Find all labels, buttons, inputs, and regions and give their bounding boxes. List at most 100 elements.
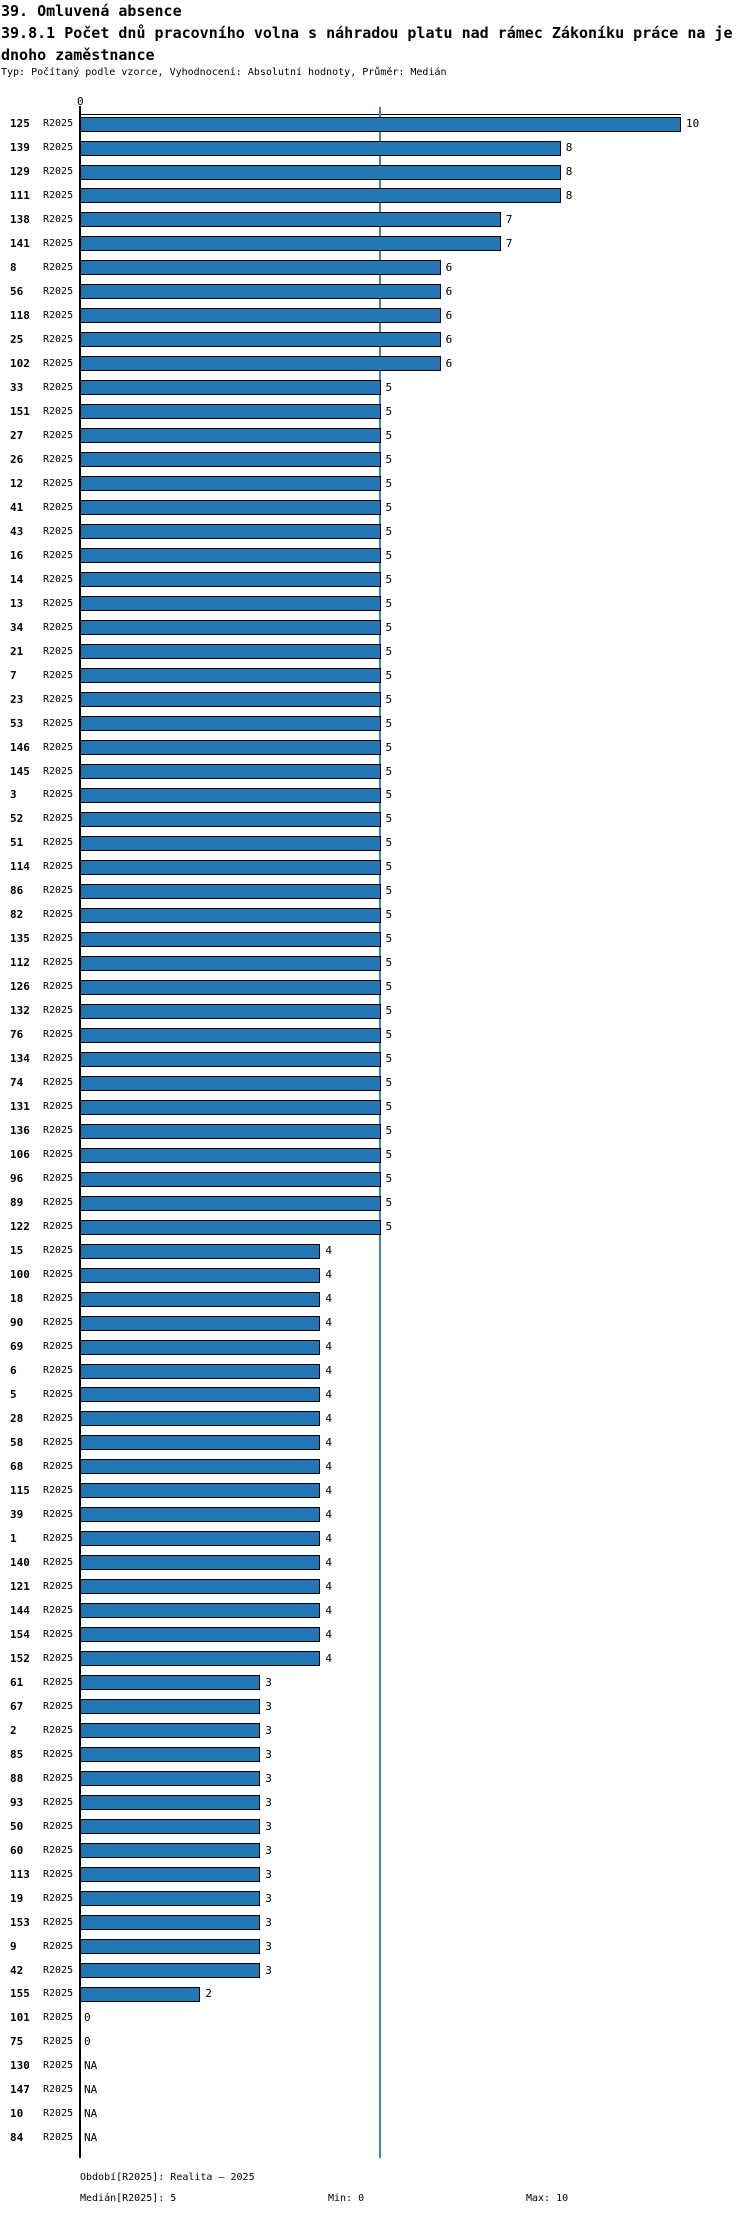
row-period-label: R2025 xyxy=(43,1652,74,1664)
bar xyxy=(80,452,381,468)
bar-value-label: 4 xyxy=(325,1387,333,1401)
row-id-label: 140 xyxy=(10,1555,30,1569)
row-period-label: R2025 xyxy=(43,1796,74,1808)
chart-meta-subtitle: Typ: Počítaný podle vzorce, Vyhodnocení:… xyxy=(1,67,447,78)
bar-row: 147 R2025 NA xyxy=(0,2078,750,2102)
bar-row: 67 R2025 3 xyxy=(0,1695,750,1719)
row-period-label: R2025 xyxy=(43,1988,74,2000)
bar-row: 25 R2025 6 xyxy=(0,328,750,352)
bar-value-label: 4 xyxy=(325,1579,333,1593)
bar-row: 111 R2025 8 xyxy=(0,184,750,208)
row-id-label: 145 xyxy=(10,764,30,778)
bar xyxy=(80,1171,381,1187)
row-id-label: 111 xyxy=(10,188,30,202)
bar xyxy=(80,1963,261,1978)
row-period-label: R2025 xyxy=(43,405,74,417)
bar-row: 126 R2025 5 xyxy=(0,975,750,999)
row-id-label: 67 xyxy=(10,1699,24,1713)
bar-value-label: 2 xyxy=(205,1987,212,2001)
row-id-label: 93 xyxy=(10,1795,24,1809)
row-id-label: 13 xyxy=(10,596,24,610)
bar-value-label: 4 xyxy=(325,1651,333,1665)
indicator-title-line-1: 39.8.1 Počet dnů pracovního volna s náhr… xyxy=(1,24,733,42)
bar-row: 26 R2025 5 xyxy=(0,448,750,472)
bar-row: 18 R2025 4 xyxy=(0,1287,750,1311)
row-period-label: R2025 xyxy=(43,1820,74,1832)
bar xyxy=(80,1651,321,1667)
row-id-label: 134 xyxy=(10,1052,30,1066)
bar-value-label: 3 xyxy=(265,1723,272,1737)
row-id-label: 135 xyxy=(10,932,30,946)
bar-row: 39 R2025 4 xyxy=(0,1503,750,1527)
bar-value-label: 5 xyxy=(385,596,393,610)
row-id-label: 121 xyxy=(10,1579,30,1593)
bar xyxy=(80,236,501,252)
row-id-label: 89 xyxy=(10,1196,24,1210)
bar-row: 118 R2025 6 xyxy=(0,304,750,328)
bar xyxy=(80,1843,261,1859)
bar xyxy=(80,1315,321,1331)
row-id-label: 53 xyxy=(10,716,24,730)
bar-value-label: 4 xyxy=(325,1268,333,1281)
bar-row: 130 R2025 NA xyxy=(0,2054,750,2078)
footer-median-label: Medián[R2025]: 5 xyxy=(80,2193,177,2204)
row-id-label: 114 xyxy=(10,860,30,874)
bar xyxy=(80,1699,261,1715)
row-period-label: R2025 xyxy=(43,1556,74,1568)
bar-row: 9 R2025 3 xyxy=(0,1935,750,1959)
bar-row: 86 R2025 5 xyxy=(0,879,750,903)
bar xyxy=(80,931,381,947)
row-id-label: 139 xyxy=(10,141,30,154)
bar xyxy=(80,1363,321,1379)
row-id-label: 34 xyxy=(10,620,24,634)
bar xyxy=(80,308,441,324)
row-period-label: R2025 xyxy=(43,597,74,609)
bar-value-label: 5 xyxy=(385,500,393,514)
bar-value-label: 3 xyxy=(265,1867,272,1881)
row-period-label: R2025 xyxy=(43,2060,74,2072)
bar-value-label: 8 xyxy=(565,141,573,154)
row-id-label: 144 xyxy=(10,1603,30,1617)
row-period-label: R2025 xyxy=(43,142,74,153)
bar-value-label: 5 xyxy=(385,428,393,442)
row-id-label: 147 xyxy=(10,2083,30,2097)
row-period-label: R2025 xyxy=(43,2108,74,2120)
bar xyxy=(80,740,381,755)
row-id-label: 7 xyxy=(10,668,17,682)
bar-value-label: NA xyxy=(84,2083,98,2097)
row-period-label: R2025 xyxy=(43,669,74,681)
bar xyxy=(80,1555,321,1571)
bar xyxy=(80,1267,321,1283)
bar-value-label: 3 xyxy=(265,1843,272,1857)
row-id-label: 152 xyxy=(10,1651,30,1665)
bar xyxy=(80,1747,261,1763)
bar-row: 89 R2025 5 xyxy=(0,1191,750,1215)
row-id-label: 68 xyxy=(10,1459,24,1473)
bar-value-label: 5 xyxy=(385,1124,393,1138)
row-id-label: 23 xyxy=(10,692,24,706)
row-period-label: R2025 xyxy=(43,717,74,729)
row-id-label: 84 xyxy=(10,2131,24,2145)
row-period-label: R2025 xyxy=(43,573,74,585)
bar-value-label: 8 xyxy=(565,165,573,178)
bar-value-label: 5 xyxy=(385,1076,393,1090)
bar-row: 125 R2025 10 xyxy=(0,112,750,136)
row-id-label: 82 xyxy=(10,908,24,922)
bar-row: 140 R2025 4 xyxy=(0,1551,750,1575)
row-id-label: 102 xyxy=(10,356,30,370)
bar-value-label: 3 xyxy=(265,1771,272,1785)
bar xyxy=(80,764,381,779)
bar-value-label: 5 xyxy=(385,932,393,946)
row-period-label: R2025 xyxy=(43,1748,74,1760)
bar-row: 5 R2025 4 xyxy=(0,1383,750,1407)
bar-value-label: 4 xyxy=(325,1435,333,1449)
bar-value-label: 3 xyxy=(265,1939,272,1953)
bar-value-label: 3 xyxy=(265,1747,272,1761)
row-id-label: 26 xyxy=(10,452,24,466)
bar-row: 146 R2025 5 xyxy=(0,736,750,760)
bar xyxy=(80,668,381,683)
bar xyxy=(80,284,441,300)
bar-row: 129 R2025 8 xyxy=(0,160,750,184)
bar xyxy=(80,1123,381,1139)
bar xyxy=(80,1603,321,1619)
